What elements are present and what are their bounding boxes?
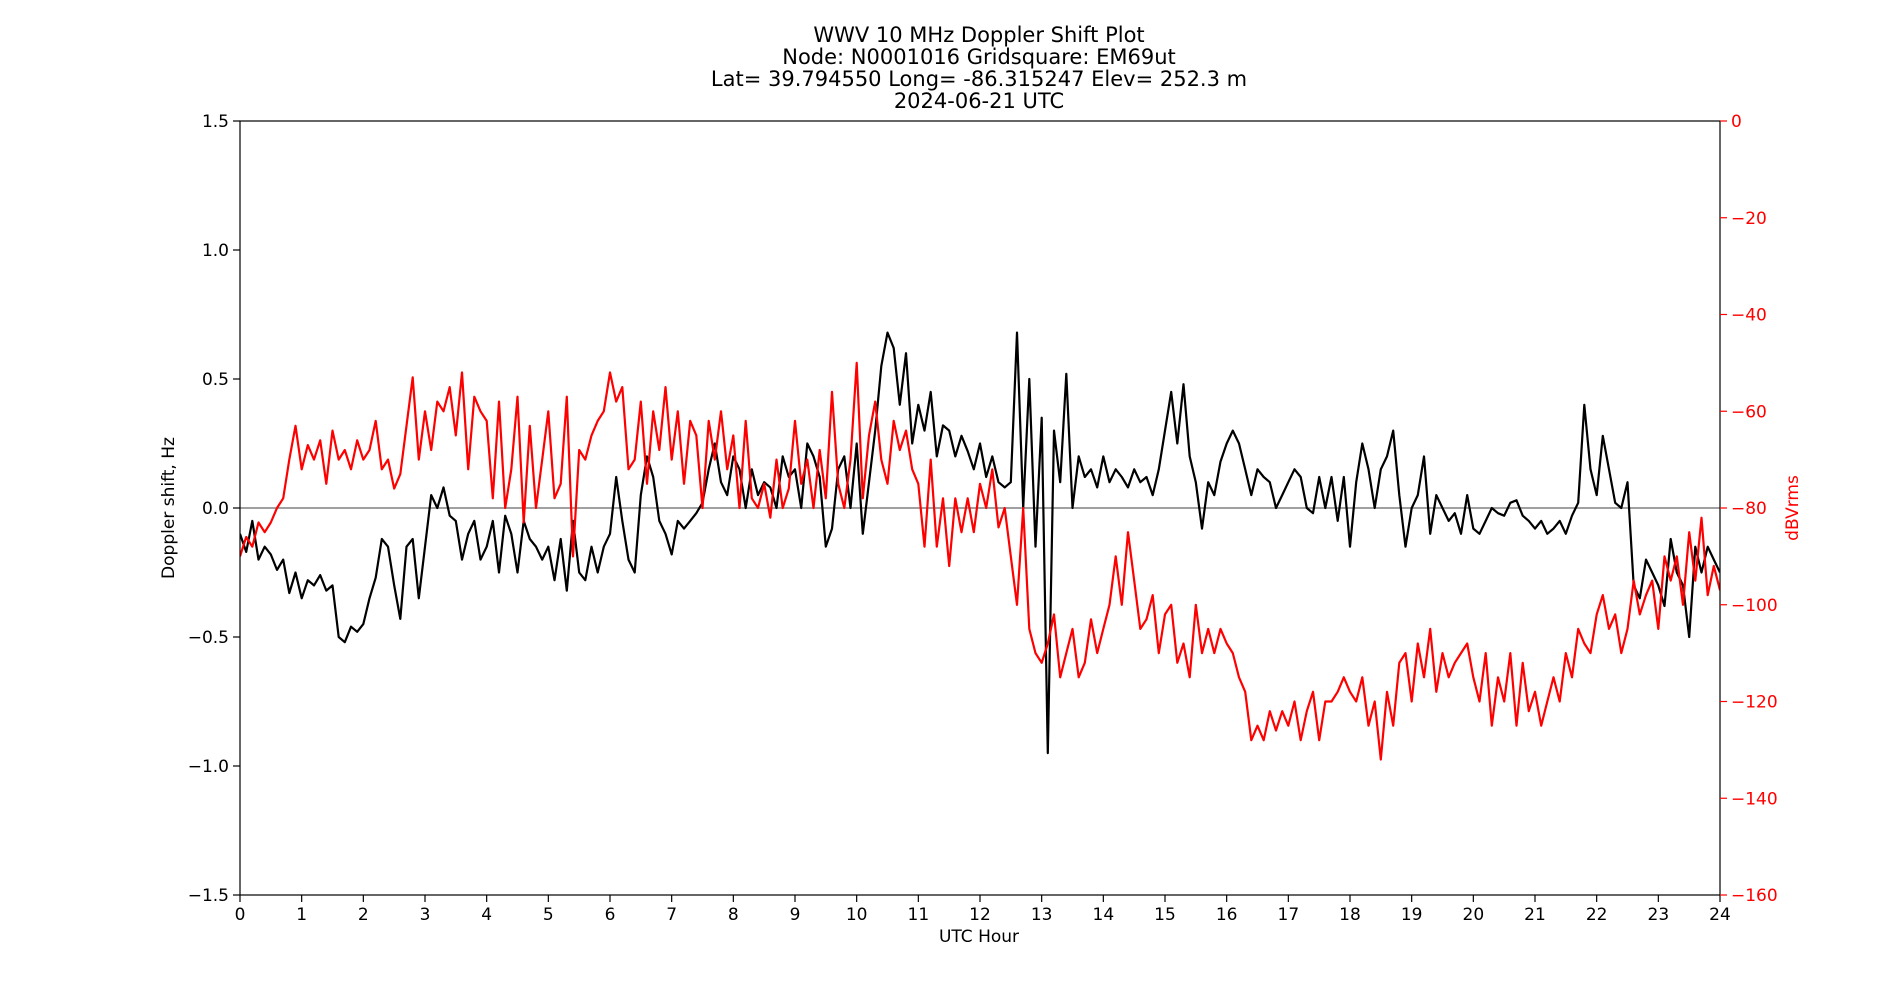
y-right-tick-label: −60 <box>1731 402 1767 422</box>
x-tick-label: 20 <box>1463 905 1485 925</box>
y-left-tick-label: 1.5 <box>202 112 229 132</box>
y-right-tick-label: 0 <box>1731 112 1742 132</box>
x-tick-label: 22 <box>1586 905 1608 925</box>
y-right-tick-label: −20 <box>1731 209 1767 229</box>
y-right-tick-label: −140 <box>1731 789 1778 809</box>
x-tick-label: 15 <box>1154 905 1176 925</box>
x-tick-label: 0 <box>235 905 246 925</box>
y-left-tick-label: −0.5 <box>188 628 229 648</box>
y-axis-right: 0 −20 −40 −60 −80 −100 −120 −140 −160 <box>1720 112 1778 906</box>
x-tick-label: 16 <box>1216 905 1238 925</box>
y-left-tick-label: 0.5 <box>202 370 229 390</box>
y-axis-right-label: dBVrms <box>1783 475 1803 541</box>
signal-level-line <box>240 361 1720 761</box>
x-tick-label: 23 <box>1648 905 1670 925</box>
x-tick-label: 21 <box>1524 905 1546 925</box>
x-tick-label: 5 <box>543 905 554 925</box>
doppler-shift-line <box>240 331 1720 755</box>
y-right-tick-label: −120 <box>1731 693 1778 713</box>
y-right-tick-label: −40 <box>1731 306 1767 326</box>
y-left-tick-label: −1.0 <box>188 757 229 777</box>
x-tick-label: 18 <box>1339 905 1361 925</box>
x-tick-label: 2 <box>358 905 369 925</box>
x-tick-label: 13 <box>1031 905 1053 925</box>
y-left-tick-label: 0.0 <box>202 499 229 519</box>
chart-title: WWV 10 MHz Doppler Shift Plot Node: N000… <box>711 23 1247 113</box>
title-line-2: Node: N0001016 Gridsquare: EM69ut <box>782 45 1175 69</box>
y-right-tick-label: −100 <box>1731 596 1778 616</box>
x-tick-label: 8 <box>728 905 739 925</box>
title-line-4: 2024-06-21 UTC <box>894 89 1064 113</box>
x-tick-label: 9 <box>790 905 801 925</box>
y-right-tick-label: −80 <box>1731 499 1767 519</box>
x-tick-label: 6 <box>605 905 616 925</box>
x-axis-label: UTC Hour <box>939 927 1019 947</box>
x-tick-label: 24 <box>1709 905 1731 925</box>
y-right-tick-label: −160 <box>1731 886 1778 906</box>
x-axis: 0 1 2 3 4 5 6 7 8 9 10 11 12 13 14 15 16 17 18 19 20 21 22 23 24 <box>235 895 1731 925</box>
x-tick-label: 14 <box>1093 905 1115 925</box>
x-tick-label: 17 <box>1278 905 1300 925</box>
x-tick-label: 12 <box>969 905 991 925</box>
y-axis-left: −1.5 −1.0 −0.5 0.0 0.5 1.0 1.5 <box>188 112 240 906</box>
x-tick-label: 11 <box>908 905 930 925</box>
y-axis-left-label: Doppler shift, Hz <box>159 437 179 579</box>
x-tick-label: 3 <box>420 905 431 925</box>
y-left-tick-label: −1.5 <box>188 886 229 906</box>
x-tick-label: 10 <box>846 905 868 925</box>
title-line-3: Lat= 39.794550 Long= -86.315247 Elev= 25… <box>711 67 1247 91</box>
title-line-1: WWV 10 MHz Doppler Shift Plot <box>813 23 1144 47</box>
x-tick-label: 7 <box>666 905 677 925</box>
y-left-tick-label: 1.0 <box>202 241 229 261</box>
x-tick-label: 19 <box>1401 905 1423 925</box>
x-tick-label: 1 <box>296 905 307 925</box>
x-tick-label: 4 <box>481 905 492 925</box>
